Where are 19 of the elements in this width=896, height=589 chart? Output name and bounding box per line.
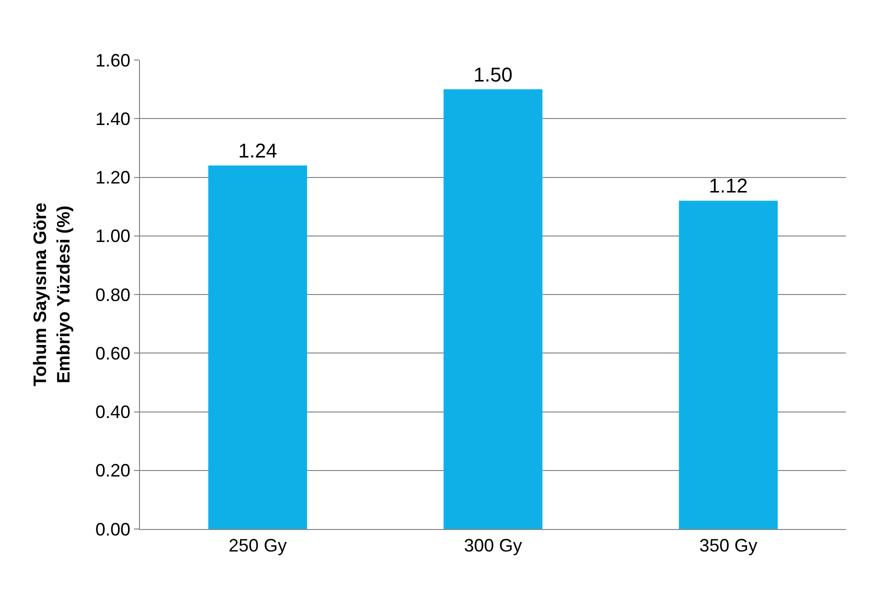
data-label: 1.50 — [474, 64, 512, 86]
y-axis-title: Tohum Sayısına Göre Embriyo Yüzdesi (%) — [30, 202, 74, 386]
data-label: 1.12 — [708, 176, 748, 198]
y-tick-label: 0.40 — [95, 402, 130, 422]
x-tick-label: 250 Gy — [228, 536, 287, 556]
bar — [444, 89, 542, 529]
y-tick-label: 0.20 — [95, 460, 130, 481]
y-tick-label: 0.60 — [95, 343, 130, 364]
bar — [208, 166, 308, 529]
y-tick-label: 1.00 — [95, 226, 130, 246]
x-tick-label: 300 Gy — [464, 536, 522, 556]
bar — [678, 200, 778, 529]
y-tick-label: 1.40 — [95, 108, 130, 129]
y-tick-label: 0.80 — [95, 284, 130, 305]
y-tick-label: 1.20 — [95, 168, 130, 188]
y-tick-label: 0.00 — [95, 519, 130, 540]
data-label: 1.24 — [238, 140, 278, 163]
x-tick-label: 350 Gy — [699, 536, 758, 556]
y-tick-label: 1.60 — [95, 50, 130, 70]
